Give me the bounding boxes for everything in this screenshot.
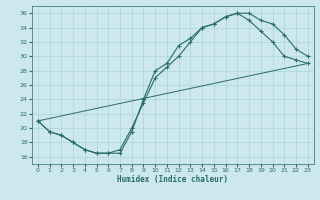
- X-axis label: Humidex (Indice chaleur): Humidex (Indice chaleur): [117, 175, 228, 184]
